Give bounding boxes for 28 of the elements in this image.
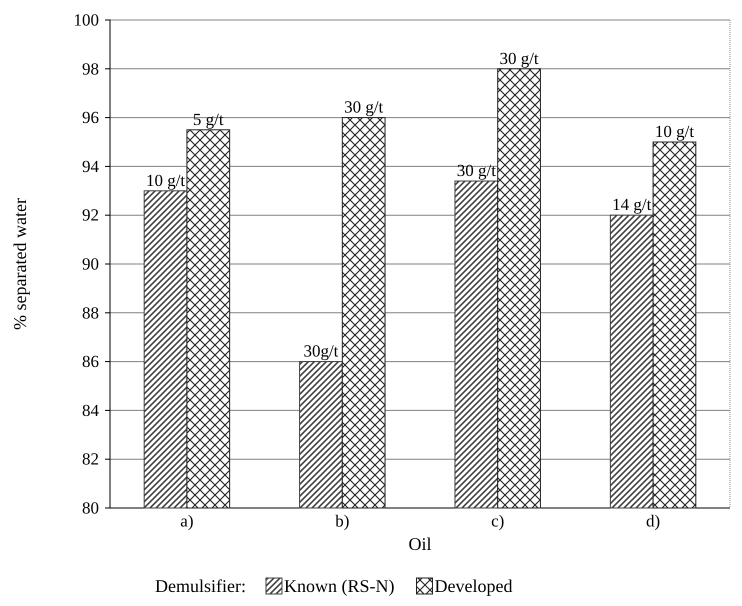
- x-axis-title: Oil: [408, 534, 432, 554]
- annotation: 30 g/t: [344, 98, 384, 117]
- legend-label: Known (RS-N): [284, 576, 394, 596]
- legend-label: Developed: [434, 576, 512, 596]
- y-tick-label: 92: [82, 206, 99, 225]
- y-tick-label: 80: [82, 498, 99, 518]
- y-axis-title: % separated water: [10, 198, 30, 330]
- x-tick-label: b): [335, 511, 350, 530]
- y-tick-label: 94: [82, 156, 100, 176]
- y-tick-label: 98: [82, 59, 99, 78]
- y-tick-label: 86: [82, 352, 99, 372]
- y-tick-label: 84: [82, 400, 100, 420]
- x-tick-label: d): [646, 511, 660, 530]
- annotation: 14 g/t: [612, 195, 652, 214]
- legend-title: Demulsifier:: [155, 576, 246, 596]
- annotation: 30g/t: [303, 342, 339, 361]
- x-tick-label: a): [180, 511, 194, 530]
- y-tick-label: 96: [82, 108, 99, 128]
- annotation: 10 g/t: [146, 170, 186, 190]
- x-tick-label: c): [491, 511, 504, 530]
- y-tick-label: 90: [82, 254, 99, 274]
- y-tick-label: 88: [82, 303, 99, 322]
- y-tick-label: 82: [82, 450, 99, 469]
- annotation: 30 g/t: [456, 161, 496, 180]
- y-tick-label: 100: [74, 10, 99, 30]
- annotation: 10 g/t: [654, 122, 694, 141]
- annotation: 5 g/t: [192, 110, 224, 129]
- annotation: 30 g/t: [499, 48, 539, 68]
